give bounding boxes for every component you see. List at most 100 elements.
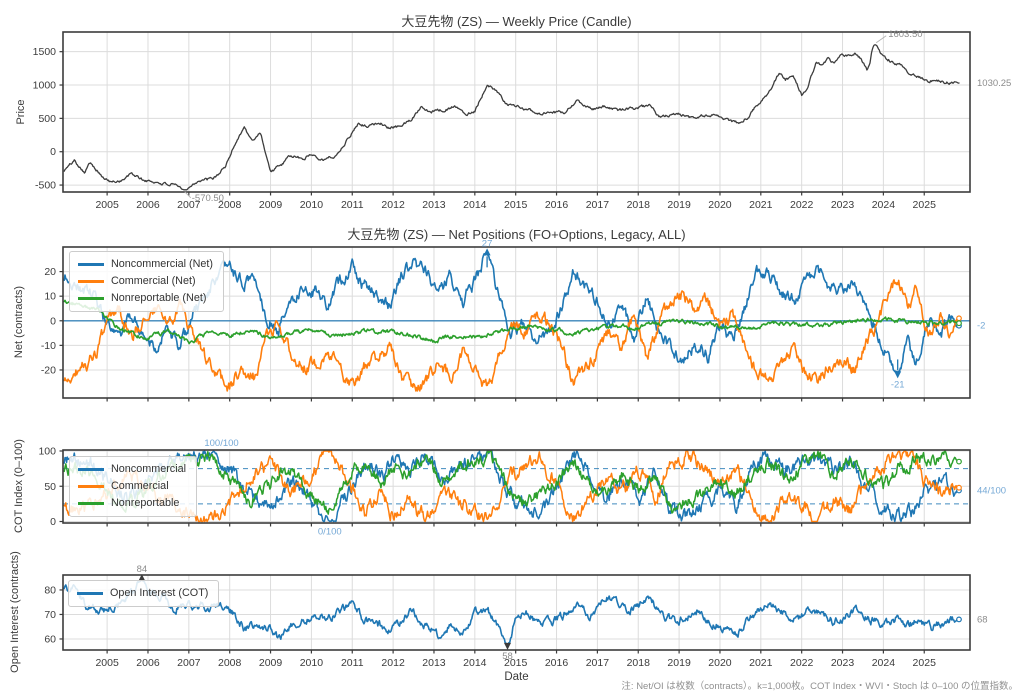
svg-text:2007: 2007 — [177, 657, 201, 669]
svg-text:2022: 2022 — [790, 199, 814, 211]
svg-text:1603.50: 1603.50 — [888, 29, 922, 40]
svg-text:2017: 2017 — [586, 199, 610, 211]
x-axis-label: Date — [504, 671, 529, 683]
svg-text:2009: 2009 — [259, 199, 283, 211]
svg-text:2007: 2007 — [177, 199, 201, 211]
svg-text:2023: 2023 — [831, 657, 855, 669]
commercial-line-swatch — [78, 485, 104, 488]
svg-text:2005: 2005 — [95, 657, 119, 669]
price-panel-title: 大豆先物 (ZS) — Weekly Price (Candle) — [401, 14, 632, 29]
svg-text:1030.25: 1030.25 — [977, 78, 1011, 89]
svg-text:2008: 2008 — [218, 199, 242, 211]
svg-text:2018: 2018 — [627, 657, 651, 669]
svg-text:27: 27 — [482, 238, 493, 249]
svg-text:2008: 2008 — [218, 657, 242, 669]
open-interest-ylabel: Open Interest (contracts) — [9, 551, 21, 673]
svg-text:2024: 2024 — [872, 199, 896, 211]
svg-text:20: 20 — [44, 266, 56, 278]
svg-text:60: 60 — [44, 633, 56, 645]
svg-text:2013: 2013 — [422, 657, 446, 669]
svg-text:-2: -2 — [977, 321, 985, 332]
legend-label: Noncommercial (Net) — [111, 258, 213, 270]
svg-text:2010: 2010 — [300, 657, 324, 669]
legend-item-nonreportable-net: Nonreportable (Net) — [78, 290, 213, 307]
svg-text:2011: 2011 — [341, 199, 364, 211]
cot-index-ylabel: COT Index (0–100) — [13, 439, 25, 533]
svg-text:2014: 2014 — [463, 199, 487, 211]
svg-text:2023: 2023 — [831, 199, 855, 211]
svg-text:2021: 2021 — [749, 199, 773, 211]
legend-label: Nonreportable — [111, 497, 180, 509]
svg-text:100/100: 100/100 — [204, 438, 238, 449]
svg-text:-500: -500 — [35, 180, 56, 192]
svg-text:0: 0 — [50, 315, 56, 327]
commercial-line-swatch — [78, 280, 104, 283]
nonreportable-line-swatch — [78, 502, 104, 505]
svg-text:58: 58 — [502, 651, 513, 662]
legend-label: Nonreportable (Net) — [111, 292, 207, 304]
legend-label: Noncommercial — [111, 463, 186, 475]
svg-text:2021: 2021 — [749, 657, 773, 669]
svg-text:2016: 2016 — [545, 199, 569, 211]
svg-text:84: 84 — [137, 564, 148, 575]
svg-text:2011: 2011 — [341, 657, 364, 669]
svg-text:2006: 2006 — [136, 199, 160, 211]
open-interest-line-swatch — [77, 592, 103, 595]
svg-text:2009: 2009 — [259, 657, 283, 669]
svg-text:2005: 2005 — [95, 199, 119, 211]
svg-text:2012: 2012 — [381, 657, 405, 669]
svg-text:2019: 2019 — [667, 199, 691, 211]
footnote: 注: Net/OI は枚数（contracts）。k=1,000枚。COT In… — [621, 681, 1018, 692]
legend-item-noncommercial: Noncommercial — [78, 461, 186, 478]
svg-text:2010: 2010 — [300, 199, 324, 211]
svg-text:80: 80 — [44, 584, 56, 596]
svg-text:2014: 2014 — [463, 657, 487, 669]
svg-text:0: 0 — [50, 516, 56, 528]
legend-item-nonreportable: Nonreportable — [78, 495, 186, 512]
cot-index-legend: Noncommercial Commercial Nonreportable — [69, 456, 197, 517]
nonreportable-line-swatch — [78, 297, 104, 300]
svg-text:2018: 2018 — [627, 199, 651, 211]
legend-item-commercial-net: Commercial (Net) — [78, 273, 213, 290]
svg-text:100: 100 — [38, 445, 56, 457]
svg-text:2020: 2020 — [708, 199, 732, 211]
svg-text:1000: 1000 — [33, 80, 57, 92]
net-positions-legend: Noncommercial (Net) Commercial (Net) Non… — [69, 251, 224, 312]
net-ylabel: Net (contracts) — [13, 285, 25, 359]
legend-label: Open Interest (COT) — [110, 587, 209, 599]
legend-label: Commercial (Net) — [111, 275, 196, 287]
svg-text:2019: 2019 — [667, 657, 691, 669]
svg-text:2022: 2022 — [790, 657, 814, 669]
price-ylabel: Price — [15, 99, 27, 125]
svg-text:50: 50 — [44, 481, 56, 493]
noncommercial-line-swatch — [78, 468, 104, 471]
svg-text:500: 500 — [38, 113, 56, 125]
svg-text:2025: 2025 — [913, 199, 937, 211]
svg-text:2016: 2016 — [545, 657, 569, 669]
svg-text:2013: 2013 — [422, 199, 446, 211]
net-positions-panel-title: 大豆先物 (ZS) — Net Positions (FO+Options, L… — [347, 227, 686, 242]
svg-text:2015: 2015 — [504, 657, 528, 669]
svg-text:70: 70 — [44, 609, 56, 621]
svg-text:2012: 2012 — [381, 199, 405, 211]
legend-label: Commercial — [111, 480, 169, 492]
legend-item-open-interest: Open Interest (COT) — [77, 585, 208, 602]
legend-item-noncommercial-net: Noncommercial (Net) — [78, 256, 213, 273]
svg-text:-10: -10 — [41, 340, 56, 352]
legend-item-commercial: Commercial — [78, 478, 186, 495]
svg-text:2020: 2020 — [708, 657, 732, 669]
noncommercial-line-swatch — [78, 263, 104, 266]
svg-text:1500: 1500 — [33, 46, 57, 58]
svg-text:-20: -20 — [41, 364, 56, 376]
svg-text:2015: 2015 — [504, 199, 528, 211]
svg-text:-570.50: -570.50 — [192, 193, 224, 204]
svg-text:0/100: 0/100 — [318, 527, 342, 538]
svg-text:68: 68 — [977, 614, 988, 625]
svg-text:10: 10 — [44, 291, 56, 303]
svg-text:0: 0 — [50, 146, 56, 158]
svg-text:44/100: 44/100 — [977, 485, 1006, 496]
svg-text:2006: 2006 — [136, 657, 160, 669]
open-interest-legend: Open Interest (COT) — [68, 580, 220, 607]
svg-text:-21: -21 — [891, 379, 905, 390]
